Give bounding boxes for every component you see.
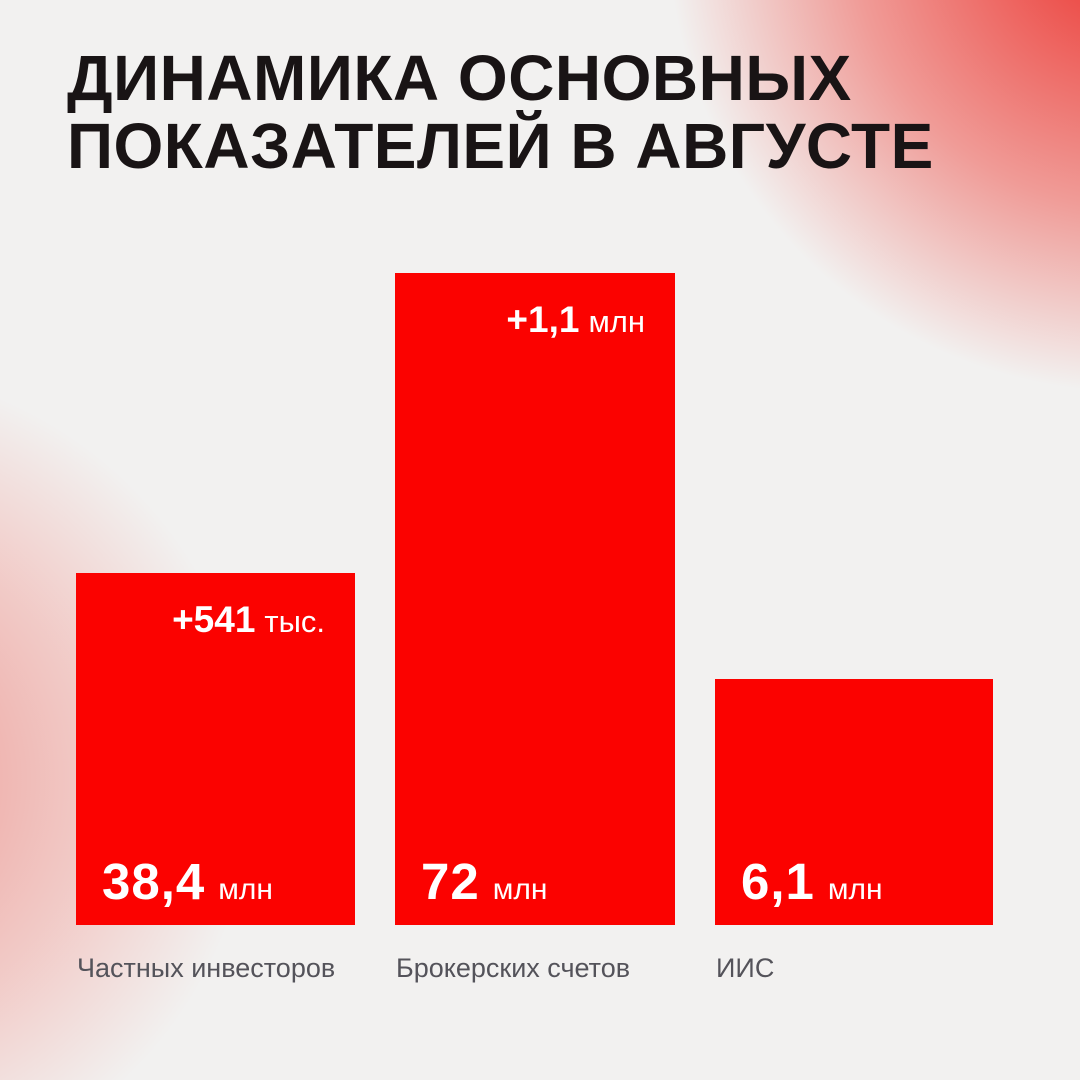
page-title-line-2: ПОКАЗАТЕЛЕЙ В АВГУСТЕ xyxy=(67,110,934,182)
value-unit: млн xyxy=(827,873,883,906)
value-unit: млн xyxy=(492,873,548,906)
value-number: 72 xyxy=(421,853,480,910)
bar-iis: 6,1 млн xyxy=(715,679,993,925)
page-title: ДИНАМИКА ОСНОВНЫХ ПОКАЗАТЕЛЕЙ В АВГУСТЕ xyxy=(67,44,934,180)
category-label-private-investors: Частных инвесторов xyxy=(77,953,336,983)
bar-brokerage-accounts-value: 72 млн xyxy=(421,852,547,911)
delta-value: +1,1 xyxy=(506,299,580,340)
page-title-line-1: ДИНАМИКА ОСНОВНЫХ xyxy=(67,42,852,114)
value-number: 6,1 xyxy=(741,853,815,910)
delta-unit: млн xyxy=(588,304,645,339)
bar-brokerage-accounts: +1,1 млн 72 млн xyxy=(395,273,675,925)
bar-brokerage-accounts-delta: +1,1 млн xyxy=(506,299,645,341)
bar-private-investors: +541 тыс. 38,4 млн xyxy=(76,573,355,925)
delta-value: +541 xyxy=(172,599,256,640)
value-unit: млн xyxy=(218,873,273,906)
value-number: 38,4 xyxy=(102,853,206,910)
bar-iis-value: 6,1 млн xyxy=(741,852,883,911)
category-label-iis: ИИС xyxy=(716,953,775,983)
delta-unit: тыс. xyxy=(264,604,325,639)
category-label-brokerage-accounts: Брокерских счетов xyxy=(396,953,631,983)
bar-private-investors-delta: +541 тыс. xyxy=(172,599,325,641)
bar-private-investors-value: 38,4 млн xyxy=(102,852,273,911)
